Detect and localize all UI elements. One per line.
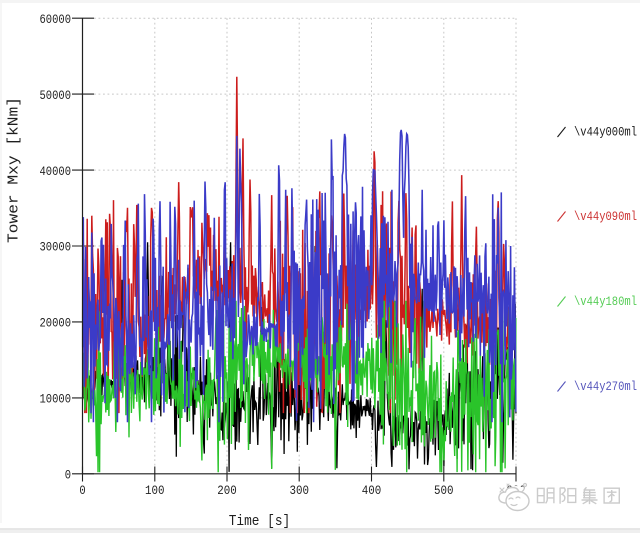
- svg-text:\v44y270ml: \v44y270ml: [574, 379, 637, 394]
- svg-text:Tower Mxy [kNm]: Tower Mxy [kNm]: [6, 97, 23, 243]
- svg-text:10000: 10000: [40, 392, 72, 407]
- svg-text:100: 100: [145, 483, 165, 498]
- svg-text:500: 500: [434, 483, 454, 498]
- svg-text:20000: 20000: [40, 316, 72, 331]
- svg-text:60000: 60000: [40, 12, 72, 27]
- svg-text:40000: 40000: [40, 164, 72, 179]
- svg-text:30000: 30000: [40, 240, 72, 255]
- svg-text:Time [s]: Time [s]: [229, 513, 291, 530]
- svg-text:400: 400: [362, 483, 382, 498]
- svg-text:0: 0: [65, 468, 71, 483]
- svg-text:\v44y090ml: \v44y090ml: [574, 209, 637, 224]
- svg-text:\v44y000ml: \v44y000ml: [574, 124, 637, 139]
- svg-text:300: 300: [289, 483, 309, 498]
- svg-text:200: 200: [217, 483, 237, 498]
- svg-text:50000: 50000: [40, 88, 72, 103]
- svg-text:\v44y180ml: \v44y180ml: [574, 294, 637, 309]
- svg-text:0: 0: [79, 483, 85, 498]
